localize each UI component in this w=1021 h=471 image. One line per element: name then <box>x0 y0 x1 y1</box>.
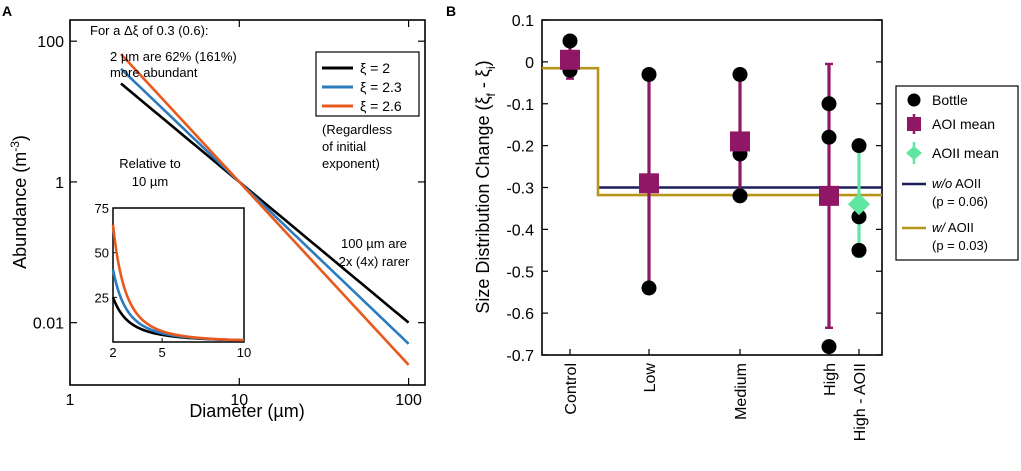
y-tick-label: 0.1 <box>512 13 534 30</box>
bottle-point <box>732 66 748 82</box>
y-tick-label: -0.1 <box>506 97 534 114</box>
y-tick-label: -0.3 <box>506 181 534 198</box>
inset-axes-box <box>112 207 245 343</box>
panel-b-legend-box <box>895 85 1019 261</box>
annotation-relative-2: 10 µm <box>132 174 168 189</box>
bottle-point <box>821 339 837 355</box>
y-tick-label: -0.2 <box>506 139 534 156</box>
panel-b-points <box>560 33 870 355</box>
legend-p-with-aoii: (p = 0.03) <box>932 238 988 253</box>
x-tick-label: 100 <box>395 392 422 409</box>
legend-label-aoi: AOI mean <box>932 116 995 132</box>
annotation-large-1: 100 µm are <box>341 236 407 251</box>
annotation-regardless-2: of initial <box>322 139 366 154</box>
inset-y-tick-label: 25 <box>95 290 109 305</box>
panel-a-legend: ξ = 2 ξ = 2.3 ξ = 2.6 <box>315 51 420 117</box>
aoi-mean-marker <box>639 173 659 194</box>
y-tick-label: 0 <box>525 55 534 72</box>
aoi-mean-marker <box>819 185 839 206</box>
panel-letter-b: B <box>446 3 456 19</box>
panel-letter-a: A <box>2 3 12 19</box>
bottle-point <box>732 188 748 204</box>
y-tick-label: 100 <box>37 34 64 51</box>
bottle-point <box>851 209 867 225</box>
x-tick-label: 1 <box>66 392 75 409</box>
annotation-relative-1: Relative to <box>119 156 180 171</box>
bottle-point <box>851 242 867 258</box>
series-line-0 <box>120 82 410 324</box>
aoi-mean-marker <box>730 131 750 152</box>
y-tick-label: -0.5 <box>506 264 534 281</box>
bottle-point <box>641 280 657 296</box>
annotation-large-2: 2x (4x) rarer <box>339 254 410 269</box>
panel-b-y-label: Size Distribution Change (ξf - ξi) <box>473 60 498 313</box>
inset-x-tick-label: 10 <box>237 345 251 360</box>
bottle-point <box>851 138 867 154</box>
legend-label-bottle: Bottle <box>932 92 968 108</box>
annotation-regardless-1: (Regardless <box>322 122 393 137</box>
bottle-point <box>821 96 837 112</box>
bottle-point <box>562 33 578 49</box>
y-tick-label: 0.01 <box>33 316 64 333</box>
panel-a-chart: 1 10 100 0.01 1 100 Diameter (µm) Abundance (… <box>8 19 426 421</box>
panel-b-legend: Bottle AOI mean AOII mean w/o AOII (p = … <box>895 85 1019 261</box>
category-label: High - AOII <box>852 363 869 441</box>
category-label: Medium <box>733 363 750 420</box>
aoii-mean-marker <box>848 193 870 216</box>
legend-label-xi-2-6: ξ = 2.6 <box>360 98 402 114</box>
inset-lines <box>111 224 245 342</box>
legend-label-xi-2: ξ = 2 <box>360 60 390 76</box>
legend-label-with-aoii: w/ AOII <box>932 220 974 235</box>
category-label: High <box>822 363 839 396</box>
legend-p-without-aoii: (p = 0.06) <box>932 194 988 209</box>
x-tick-label: 10 <box>230 392 248 409</box>
panel-b-chart: 0.1 0 -0.1 -0.2 -0.3 -0.4 -0.5 -0.6 -0.7 Control L… <box>473 13 1019 441</box>
inset-x-tick-label: 5 <box>159 345 166 360</box>
y-tick-label: -0.4 <box>506 222 534 239</box>
legend-label-without-aoii: w/o AOII <box>932 176 981 191</box>
legend-marker-aoi <box>907 117 921 131</box>
inset-x-tick-label: 2 <box>109 345 116 360</box>
series-line-2 <box>120 53 410 366</box>
aoi-mean-marker <box>560 49 580 70</box>
y-tick-label: 1 <box>55 175 64 192</box>
y-tick-label: -0.7 <box>506 348 534 365</box>
series-line-1 <box>120 67 410 345</box>
panel-a-ticks: 1 10 100 0.01 1 100 <box>33 20 425 409</box>
inset-series-line-2 <box>111 224 245 342</box>
y-tick-label: -0.6 <box>506 306 534 323</box>
annotation-regardless-3: exponent) <box>322 156 380 171</box>
legend-label-xi-2-3: ξ = 2.3 <box>360 79 402 95</box>
panel-a-x-label: Diameter (µm) <box>189 401 304 421</box>
annotation-delta: For a Δξ of 0.3 (0.6): <box>90 23 209 38</box>
category-label: Control <box>563 363 580 415</box>
category-label: Low <box>642 363 659 393</box>
legend-marker-bottle <box>907 93 921 107</box>
annotation-small-2: more abundant <box>110 65 198 80</box>
bottle-point <box>821 129 837 145</box>
panel-b-ticks: 0.1 0 -0.1 -0.2 -0.3 -0.4 -0.5 -0.6 -0.7 Control L… <box>506 13 882 441</box>
panel-a-y-label: Abundance (m-3) <box>8 135 30 269</box>
panel-a-lines <box>120 53 410 366</box>
annotation-small-1: 2 µm are 62% (161%) <box>110 49 237 64</box>
inset-y-tick-label: 50 <box>95 246 109 261</box>
inset-y-tick-label: 75 <box>95 201 109 216</box>
bottle-point <box>641 66 657 82</box>
legend-marker-aoii <box>906 146 922 160</box>
legend-label-aoii: AOII mean <box>932 145 999 161</box>
